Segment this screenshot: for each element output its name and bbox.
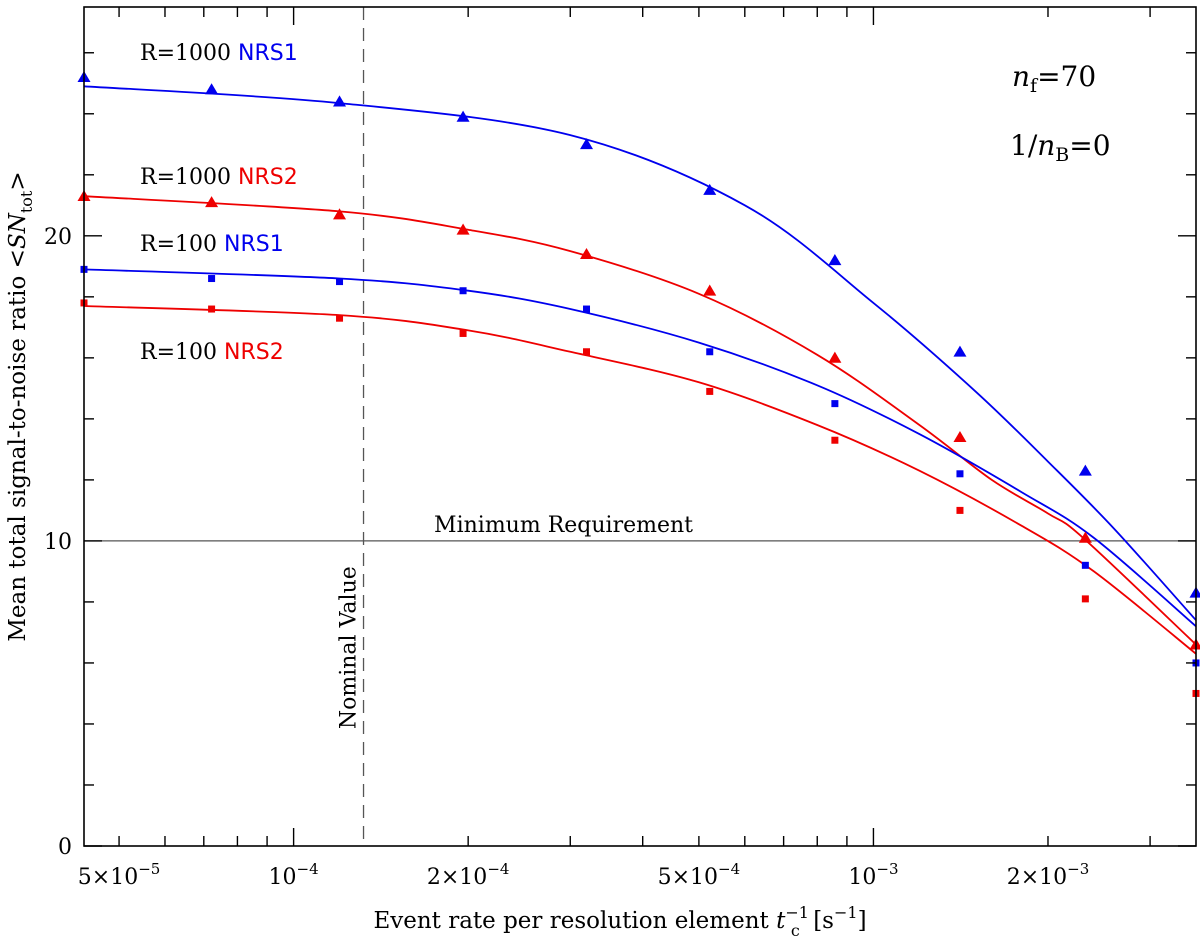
x-title-unit-sup: −1 [834, 903, 858, 922]
square-marker [956, 470, 964, 478]
x-title-sub: c [791, 921, 800, 940]
triangle-marker [1078, 531, 1092, 543]
square-marker [459, 329, 467, 337]
x-title-unit-close: ] [858, 908, 867, 934]
x-title-main: Event rate per resolution element [373, 908, 776, 934]
text-labels: 0 10 20 5×10−5 10−4 2×10−4 5×10−4 10−3 2×10−3 R=1… [44, 41, 1089, 890]
param-nf: nf=70 [1012, 60, 1096, 97]
square-marker [706, 387, 714, 395]
y-title-close: > [5, 171, 31, 190]
square-marker [583, 348, 591, 356]
nominal-value-label: Nominal Value [337, 566, 362, 729]
param-nb-value: =0 [1069, 129, 1110, 162]
triangle-marker [953, 345, 967, 357]
param-nf-sub: f [1030, 75, 1039, 97]
y-title-var: SN [5, 212, 31, 249]
triangle-marker [333, 208, 347, 220]
square-marker [208, 305, 216, 313]
series-curve [83, 268, 1197, 627]
x-title-unit-open: [s [806, 908, 834, 934]
plot-frame [83, 6, 1197, 847]
x-tick-label: 2×10−4 [427, 860, 510, 890]
y-tick-label: 20 [44, 225, 72, 250]
square-marker [1081, 561, 1089, 569]
triangle-marker [828, 254, 842, 266]
x-tick-label: 10−3 [848, 860, 898, 890]
square-marker [1081, 595, 1089, 603]
series-label: R=1000 NRS2 [140, 165, 298, 190]
triangle-marker [580, 247, 594, 259]
series-label: R=100 NRS1 [140, 232, 284, 257]
series-curve [83, 195, 1197, 646]
triangle-marker [828, 351, 842, 363]
y-title-sub: tot [17, 190, 36, 213]
triangle-marker [205, 83, 219, 95]
param-nb-sub: B [1055, 144, 1069, 166]
series-curve [83, 305, 1197, 655]
param-nb-prefix: 1/ [1010, 129, 1038, 162]
x-tick-label: 5×10−5 [78, 860, 161, 890]
square-marker [706, 348, 714, 356]
y-tick-label: 0 [58, 835, 72, 860]
triangle-marker [703, 284, 717, 296]
triangle-marker [1078, 464, 1092, 476]
param-nf-value: =70 [1037, 60, 1096, 93]
triangle-marker [1189, 638, 1200, 650]
square-marker [583, 305, 591, 313]
square-marker [336, 314, 344, 322]
x-tick-label: 2×10−3 [1007, 860, 1090, 890]
triangle-marker [333, 95, 347, 107]
triangle-marker [456, 223, 470, 235]
y-title-main: Mean total signal-to-noise ratio < [5, 249, 31, 642]
x-axis-title: Event rate per resolution element t−1 c [… [373, 903, 866, 940]
reference-lines [84, 7, 1196, 846]
triangle-marker [703, 183, 717, 195]
y-tick-label: 10 [44, 530, 72, 555]
y-axis-title: Mean total signal-to-noise ratio <SNtot> [5, 171, 36, 641]
x-title-sup: −1 [785, 903, 809, 922]
triangle-marker [953, 431, 967, 443]
series-label: R=100 NRS2 [140, 340, 284, 365]
square-marker [831, 400, 839, 408]
triangle-marker [205, 196, 219, 208]
param-nb: 1/nB=0 [1010, 129, 1111, 166]
triangle-marker [580, 138, 594, 150]
minimum-requirement-label: Minimum Requirement [434, 513, 693, 538]
triangle-marker [1189, 586, 1200, 598]
x-tick-label: 10−4 [269, 860, 319, 890]
square-marker [336, 278, 344, 286]
x-tick-label: 5×10−4 [658, 860, 741, 890]
series-label: R=1000 NRS1 [140, 41, 298, 66]
square-marker [208, 275, 216, 283]
data-markers [77, 70, 1200, 697]
fit-curves [83, 85, 1197, 655]
param-nb-var: n [1037, 129, 1055, 162]
triangle-marker [456, 110, 470, 122]
param-nf-var: n [1012, 60, 1030, 93]
x-title-var: t [776, 908, 786, 934]
square-marker [831, 436, 839, 444]
axis-ticks [84, 7, 1196, 847]
square-marker [956, 506, 964, 514]
square-marker [459, 287, 467, 295]
